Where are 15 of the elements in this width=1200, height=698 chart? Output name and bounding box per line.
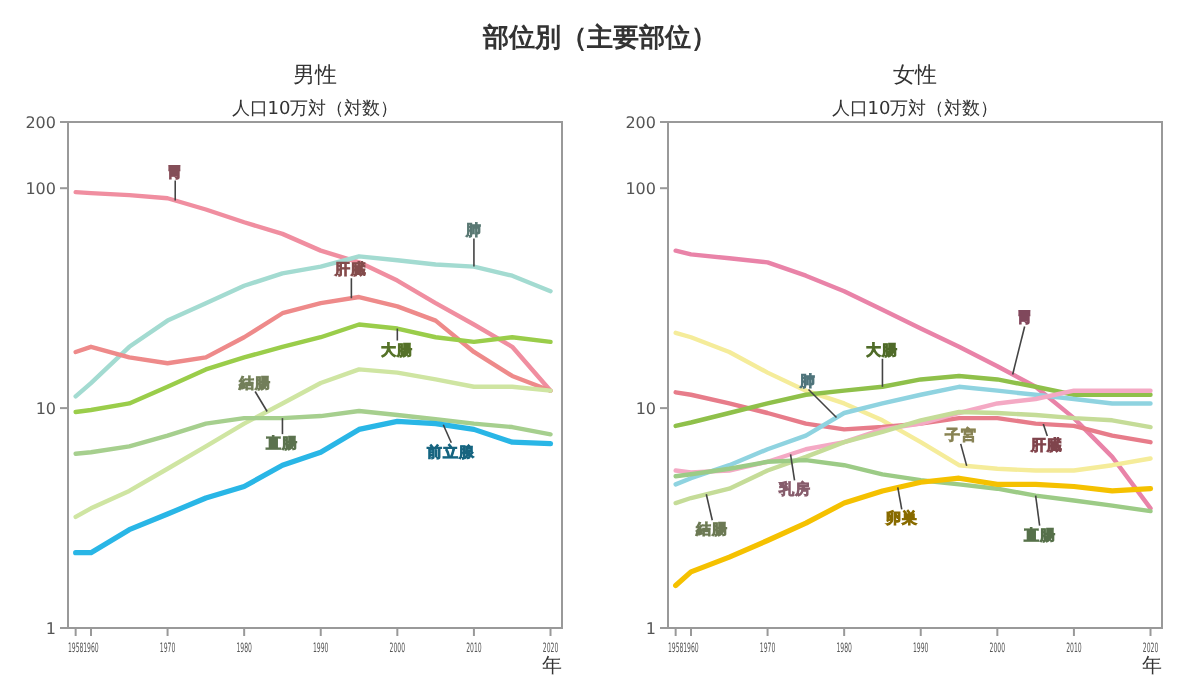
y-tick-label: 200 <box>25 114 56 132</box>
y-axis-title: 人口10万対（対数） <box>831 98 999 120</box>
x-axis-title: 年 <box>1142 654 1162 678</box>
y-tick-label: 10 <box>35 400 56 419</box>
y-tick-label: 1 <box>645 620 656 638</box>
text: 部位別（主要部位） <box>481 22 717 54</box>
x-axis-title: 年 <box>542 654 562 678</box>
y-tick-label: 100 <box>625 180 656 199</box>
chart-title: 男性 <box>293 62 337 88</box>
chart-title: 女性 <box>893 62 937 88</box>
y-tick-label: 1 <box>45 620 56 638</box>
y-tick-label: 10 <box>635 400 656 419</box>
y-tick-label: 100 <box>25 180 56 199</box>
y-tick-label: 200 <box>625 114 656 132</box>
y-axis-title: 人口10万対（対数） <box>231 98 399 120</box>
